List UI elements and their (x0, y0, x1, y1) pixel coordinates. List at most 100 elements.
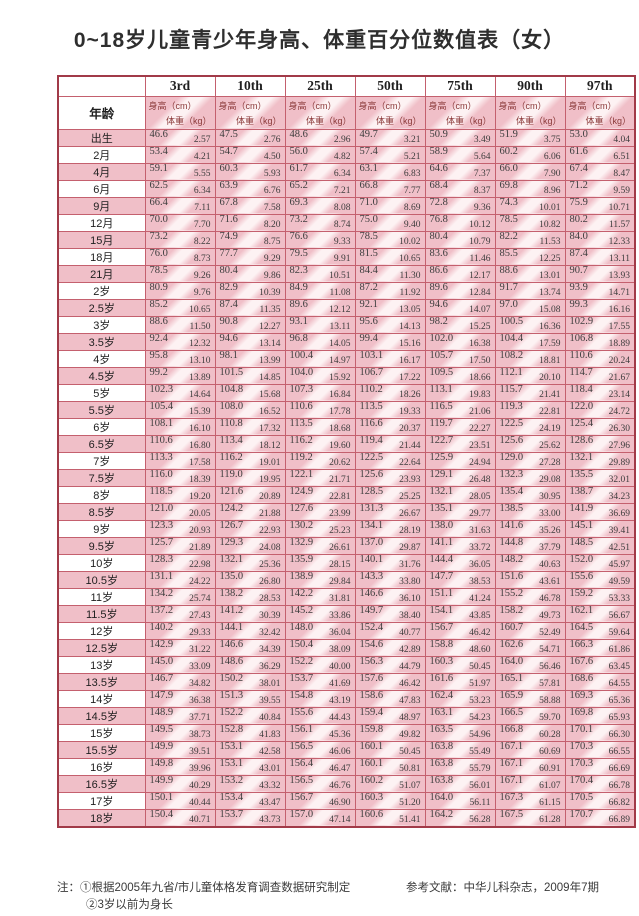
age-cell: 12月 (57, 213, 146, 232)
age-cell: 4岁 (57, 349, 146, 368)
data-cell-2.5岁-97th: 99.3 16.16 (564, 298, 636, 317)
height-value: 160.7 (499, 621, 524, 633)
table-row-6月: 6月 62.5 6.34 63.9 6.76 65.2 7.21 66.8 7.77 68.4 8.… (57, 179, 636, 198)
height-value: 78.5 (359, 230, 378, 242)
height-unit-label: 身高（cm） (568, 100, 617, 111)
data-cell-6月-10th: 63.9 6.76 (214, 179, 286, 198)
weight-value: 42.51 (608, 542, 630, 553)
weight-value: 45.36 (329, 729, 351, 740)
weight-value: 18.81 (539, 355, 561, 366)
weight-value: 38.40 (399, 610, 421, 621)
weight-value: 36.69 (608, 508, 630, 519)
data-cell-14岁-97th: 169.3 65.36 (564, 689, 636, 708)
data-cell-18月-10th: 77.7 9.29 (214, 247, 286, 266)
height-value: 85.5 (499, 247, 518, 259)
height-value: 122.5 (499, 417, 524, 429)
data-cell-7岁-97th: 132.1 29.89 (564, 451, 636, 470)
age-cell: 5岁 (57, 383, 146, 402)
weight-value: 38.09 (329, 644, 351, 655)
weight-value: 43.47 (259, 797, 281, 808)
data-cell-12.5岁-10th: 146.6 34.39 (214, 638, 286, 657)
data-cell-5.5岁-50th: 113.5 19.33 (354, 400, 426, 419)
weight-value: 31.63 (469, 525, 491, 536)
data-cell-15岁-90th: 166.8 60.28 (494, 723, 566, 742)
data-cell-11.5岁-90th: 158.2 49.73 (494, 604, 566, 623)
height-value: 166.8 (499, 723, 524, 735)
data-cell-5.5岁-3rd: 105.4 15.39 (144, 400, 216, 419)
data-cell-9.5岁-3rd: 125.7 21.89 (144, 536, 216, 555)
height-value: 148.2 (499, 553, 524, 565)
height-value: 51.9 (499, 128, 518, 140)
data-cell-10岁-75th: 144.4 36.05 (424, 553, 496, 572)
weight-value: 9.59 (613, 185, 630, 196)
data-cell-13岁-75th: 160.3 50.45 (424, 655, 496, 674)
data-cell-3岁-97th: 102.9 17.55 (564, 315, 636, 334)
data-cell-5岁-90th: 115.7 21.41 (494, 383, 566, 402)
weight-value: 36.05 (469, 559, 491, 570)
height-value: 65.2 (289, 179, 308, 191)
weight-value: 8.47 (613, 168, 630, 179)
data-cell-6.5岁-10th: 113.4 18.12 (214, 434, 286, 453)
weight-value: 11.30 (399, 270, 421, 281)
data-cell-17岁-97th: 170.5 66.82 (564, 791, 636, 810)
percentile-header-row: 3rd 10th 25th 50th 75th 90th 97th (57, 75, 636, 97)
weight-value: 13.11 (608, 253, 630, 264)
data-cell-16岁-3rd: 149.8 39.96 (144, 757, 216, 776)
weight-value: 26.80 (259, 576, 281, 587)
height-value: 84.4 (359, 264, 378, 276)
data-cell-9.5岁-10th: 129.3 24.08 (214, 536, 286, 555)
data-cell-3.5岁-10th: 94.6 13.14 (214, 332, 286, 351)
data-cell-16.5岁-3rd: 149.9 40.29 (144, 774, 216, 793)
weight-value: 7.77 (403, 185, 421, 196)
data-cell-2岁-75th: 89.6 12.84 (424, 281, 496, 300)
weight-value: 38.73 (189, 729, 211, 740)
height-value: 170.3 (569, 757, 594, 769)
data-cell-2月-75th: 58.9 5.64 (424, 145, 496, 164)
data-cell-13岁-25th: 152.2 40.00 (284, 655, 356, 674)
weight-value: 24.94 (469, 457, 491, 468)
height-value: 132.1 (429, 485, 454, 497)
height-value: 162.6 (499, 638, 524, 650)
height-value: 142.9 (149, 638, 174, 650)
weight-value: 45.97 (608, 559, 630, 570)
page-title: 0~18岁儿童青少年身高、体重百分位数值表（女） (73, 29, 566, 52)
data-cell-16岁-10th: 153.1 43.01 (214, 757, 286, 776)
data-cell-12岁-25th: 148.0 36.04 (284, 621, 356, 640)
notes-block: 注：①根据2005年九省/市儿童体格发育调查数据研究制定 ②3岁以前为身长 (57, 880, 392, 914)
weight-value: 46.78 (539, 593, 561, 604)
height-value: 99.2 (149, 366, 168, 378)
weight-value: 20.62 (329, 457, 351, 468)
height-value: 125.9 (429, 451, 454, 463)
data-cell-18月-75th: 83.6 11.46 (424, 247, 496, 266)
height-value: 160.1 (359, 740, 384, 752)
height-value: 160.6 (359, 808, 384, 820)
table-row-出生: 出生 46.6 2.57 47.5 2.76 48.6 2.96 49.7 3.21 50.9 3.… (57, 128, 636, 147)
data-cell-出生-50th: 49.7 3.21 (354, 128, 426, 147)
data-cell-6月-50th: 66.8 7.77 (354, 179, 426, 198)
height-value: 108.2 (499, 349, 524, 361)
weight-value: 14.13 (399, 321, 421, 332)
data-cell-2.5岁-25th: 89.6 12.12 (284, 298, 356, 317)
weight-value: 39.51 (189, 746, 211, 757)
data-cell-7岁-75th: 125.9 24.94 (424, 451, 496, 470)
weight-value: 25.62 (539, 440, 561, 451)
data-cell-15月-50th: 78.5 10.02 (354, 230, 426, 249)
height-value: 125.6 (359, 468, 384, 480)
data-cell-9岁-10th: 126.7 22.93 (214, 519, 286, 538)
data-cell-11.5岁-50th: 149.7 38.40 (354, 604, 426, 623)
table-row-3岁: 3岁 88.6 11.50 90.8 12.27 93.1 13.11 95.6 14.13 98… (57, 315, 636, 334)
weight-value: 14.07 (469, 304, 491, 315)
height-value: 152.4 (359, 621, 384, 633)
data-cell-6岁-90th: 122.5 24.19 (494, 417, 566, 436)
table-row-11.5岁: 11.5岁 137.2 27.43 141.2 30.39 145.2 33.86 149.7… (57, 604, 636, 623)
weight-value: 29.84 (329, 576, 351, 587)
data-cell-9月-50th: 71.0 8.69 (354, 196, 426, 215)
height-value: 154.1 (429, 604, 454, 616)
data-cell-5岁-50th: 110.2 18.26 (354, 383, 426, 402)
weight-unit-label: 体重（kg） (165, 115, 212, 126)
data-cell-14.5岁-97th: 169.8 65.93 (564, 706, 636, 725)
height-value: 154.6 (359, 638, 384, 650)
data-cell-7岁-90th: 129.0 27.28 (494, 451, 566, 470)
data-cell-12岁-97th: 164.5 59.64 (564, 621, 636, 640)
